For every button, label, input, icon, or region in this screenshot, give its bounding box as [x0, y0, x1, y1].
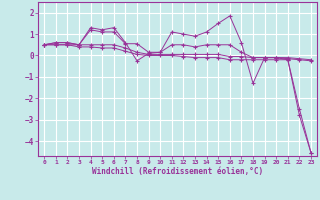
X-axis label: Windchill (Refroidissement éolien,°C): Windchill (Refroidissement éolien,°C) — [92, 167, 263, 176]
